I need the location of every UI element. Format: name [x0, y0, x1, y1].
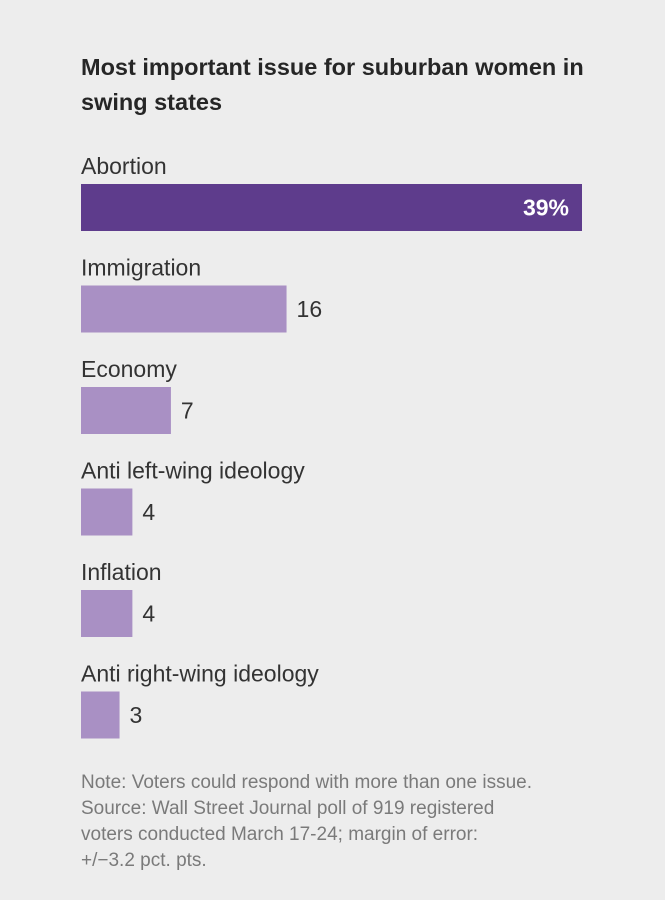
value-label: 16 — [297, 296, 323, 322]
category-label: Economy — [81, 356, 177, 382]
value-label: 3 — [130, 702, 143, 728]
bar — [81, 488, 133, 536]
category-label: Immigration — [81, 255, 201, 281]
source-line: Source: Wall Street Journal poll of 919 … — [81, 798, 495, 819]
bar — [81, 285, 287, 333]
bar — [81, 387, 171, 434]
value-label: 4 — [142, 499, 155, 525]
value-label: 7 — [181, 398, 194, 424]
value-label: 39% — [523, 195, 569, 221]
note-line: Note: Voters could respond with more tha… — [81, 772, 532, 793]
bar — [81, 184, 582, 231]
category-label: Abortion — [81, 153, 167, 179]
category-label: Anti right-wing ideology — [81, 661, 319, 687]
value-label: 4 — [142, 601, 155, 627]
bar — [81, 590, 133, 637]
chart-notes: Note: Voters could respond with more tha… — [81, 770, 621, 874]
category-label: Inflation — [81, 559, 162, 585]
source-line: voters conducted March 17-24; margin of … — [81, 824, 479, 845]
source-line: +/−3.2 pct. pts. — [81, 850, 207, 871]
bar — [81, 691, 120, 739]
chart-title: Most important issue for suburban women … — [81, 54, 584, 115]
category-label: Anti left-wing ideology — [81, 458, 305, 484]
